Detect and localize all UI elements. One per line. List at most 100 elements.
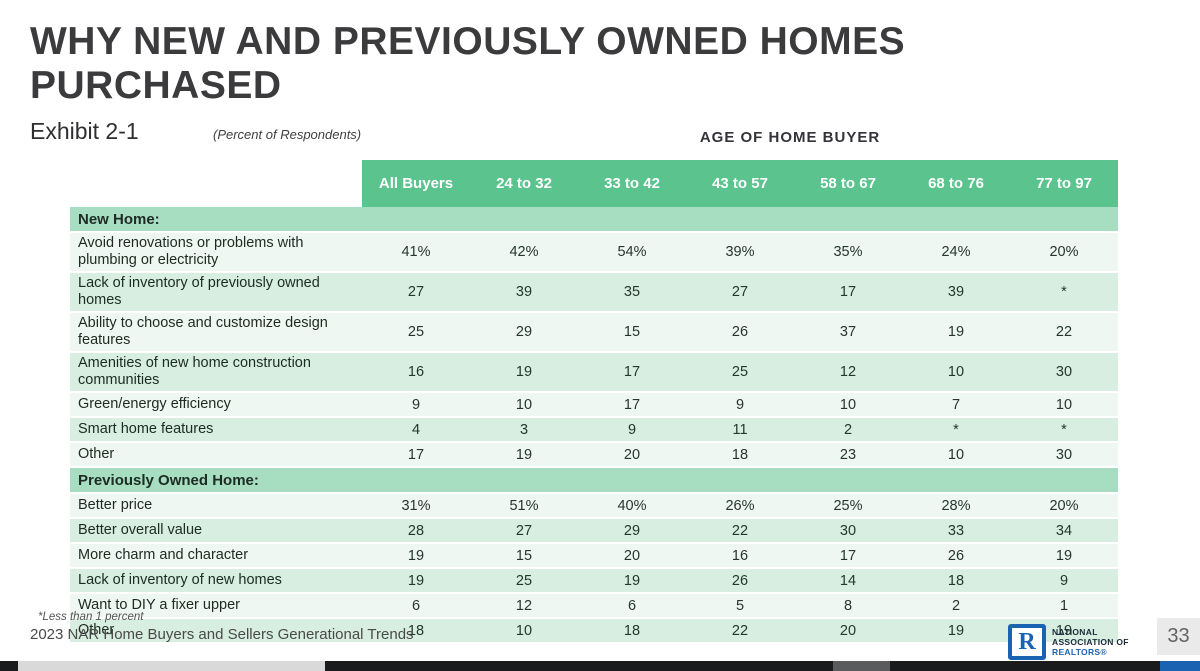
value-cell: 7	[951, 396, 961, 413]
value-cell: 18	[623, 622, 641, 639]
nar-logo-line3: REALTORS®	[1052, 647, 1107, 657]
nar-logo-line1: NATIONAL	[1052, 627, 1098, 637]
scrollbar-mid-segment	[833, 661, 890, 671]
value-cell: 25	[515, 572, 533, 589]
horizontal-scrollbar[interactable]	[0, 661, 1200, 671]
value-cell: 19	[515, 364, 533, 380]
row-label: Better price	[78, 497, 153, 513]
value-cell: 31%	[401, 497, 431, 514]
value-cell: 54%	[617, 244, 647, 260]
value-cell: 17	[839, 547, 857, 564]
value-cell: 25	[407, 324, 425, 340]
value-cell: 35%	[833, 244, 863, 260]
value-cell: 34	[1055, 522, 1073, 539]
value-cell: 30	[1055, 446, 1073, 463]
value-cell: 25%	[833, 497, 863, 514]
value-cell: 3	[519, 421, 529, 438]
value-cell: 17	[839, 284, 857, 300]
value-cell: 2	[951, 597, 961, 614]
column-header-spacer	[70, 160, 362, 207]
value-cell: 2	[843, 421, 853, 438]
row-label: Lack of inventory of previously owned ho…	[78, 275, 320, 308]
section-header: Previously Owned Home:	[70, 468, 1118, 494]
row-label: Other	[78, 622, 115, 638]
value-cell: 15	[515, 547, 533, 564]
row-label: Avoid renovations or problems with plumb…	[78, 235, 304, 268]
value-cell: 12	[839, 364, 857, 380]
nar-logo-text: NATIONAL ASSOCIATION OF REALTORS®	[1052, 627, 1129, 657]
table-row: More charm and character 19 15 20 16 17 26 19	[70, 544, 1118, 569]
value-cell: 14	[839, 572, 857, 589]
value-cell: 16	[407, 364, 425, 380]
value-cell: 30	[1055, 364, 1073, 380]
column-header: 33 to 42	[578, 160, 686, 207]
table-row: Want to DIY a fixer upper 6 12 6 5 8 2 1	[70, 594, 1118, 619]
row-label: Want to DIY a fixer upper	[78, 597, 240, 613]
column-header: 43 to 57	[686, 160, 794, 207]
value-cell: 39	[947, 284, 965, 300]
value-cell: 9	[411, 396, 421, 413]
value-cell: 18	[947, 572, 965, 589]
table-row: Amenities of new home construction commu…	[70, 353, 1118, 393]
value-cell: 19	[515, 446, 533, 463]
scrollbar-thumb[interactable]	[18, 661, 325, 671]
page-title-line1: WHY NEW AND PREVIOUSLY OWNED HOMES	[30, 20, 906, 63]
value-cell: 12	[515, 597, 533, 614]
value-cell: 29	[515, 324, 533, 340]
table-row: Better price 31% 51% 40% 26% 25% 28% 20%	[70, 494, 1118, 519]
value-cell: 39	[515, 284, 533, 300]
value-cell: 16	[731, 547, 749, 564]
value-cell: 39%	[725, 244, 755, 260]
value-cell: *	[1061, 421, 1067, 438]
value-cell: 20	[623, 446, 641, 463]
table-row: Avoid renovations or problems with plumb…	[70, 233, 1118, 273]
row-label: Better overall value	[78, 522, 203, 538]
table-body: New Home: Avoid renovations or problems w…	[70, 207, 1118, 644]
row-label: Other	[78, 446, 115, 462]
value-cell: 19	[623, 572, 641, 589]
row-label: Amenities of new home construction commu…	[78, 355, 311, 388]
value-cell: 22	[1055, 324, 1073, 340]
value-cell: 26	[731, 324, 749, 340]
page-title-line2: PURCHASED	[30, 63, 282, 107]
value-cell: 30	[839, 522, 857, 539]
value-cell: 10	[515, 622, 533, 639]
value-cell: 19	[947, 622, 965, 639]
value-cell: 20	[839, 622, 857, 639]
table-row: Better overall value 28 27 29 22 30 33 34	[70, 519, 1118, 544]
row-label: Lack of inventory of new homes	[78, 572, 282, 588]
nar-logo-line2: ASSOCIATION OF	[1052, 637, 1129, 647]
page-number-badge: 33	[1157, 618, 1200, 655]
value-cell: 6	[627, 597, 637, 614]
value-cell: 19	[407, 547, 425, 564]
value-cell: 35	[623, 284, 641, 300]
value-cell: 37	[839, 324, 857, 340]
value-cell: 6	[411, 597, 421, 614]
value-cell: 24%	[941, 244, 971, 260]
value-cell: *	[1061, 284, 1067, 300]
data-table: All Buyers 24 to 32 33 to 42 43 to 57 58 to …	[70, 160, 1118, 644]
realtor-r-icon: R	[1008, 624, 1046, 660]
value-cell: 20%	[1049, 497, 1079, 514]
value-cell: 33	[947, 522, 965, 539]
table-row: Other 18 10 18 22 20 19 19	[70, 619, 1118, 644]
column-header: 68 to 76	[902, 160, 1010, 207]
value-cell: 22	[731, 522, 749, 539]
row-label: More charm and character	[78, 547, 249, 563]
value-cell: 20%	[1049, 244, 1079, 260]
row-label: Ability to choose and customize design f…	[78, 315, 328, 348]
value-cell: 19	[1055, 547, 1073, 564]
row-label: Green/energy efficiency	[78, 396, 231, 412]
value-cell: 40%	[617, 497, 647, 514]
value-cell: 20	[623, 547, 641, 564]
value-cell: 51%	[509, 497, 539, 514]
value-cell: 10	[515, 396, 533, 413]
value-cell: 27	[731, 284, 749, 300]
value-cell: 19	[947, 324, 965, 340]
column-header-row: All Buyers 24 to 32 33 to 42 43 to 57 58 to …	[70, 160, 1118, 207]
value-cell: 25	[731, 364, 749, 380]
value-cell: 27	[407, 284, 425, 300]
value-cell: 9	[735, 396, 745, 413]
table-row: Lack of inventory of new homes 19 25 19 26 14…	[70, 569, 1118, 594]
table-row: Other 17 19 20 18 23 10 30	[70, 443, 1118, 468]
